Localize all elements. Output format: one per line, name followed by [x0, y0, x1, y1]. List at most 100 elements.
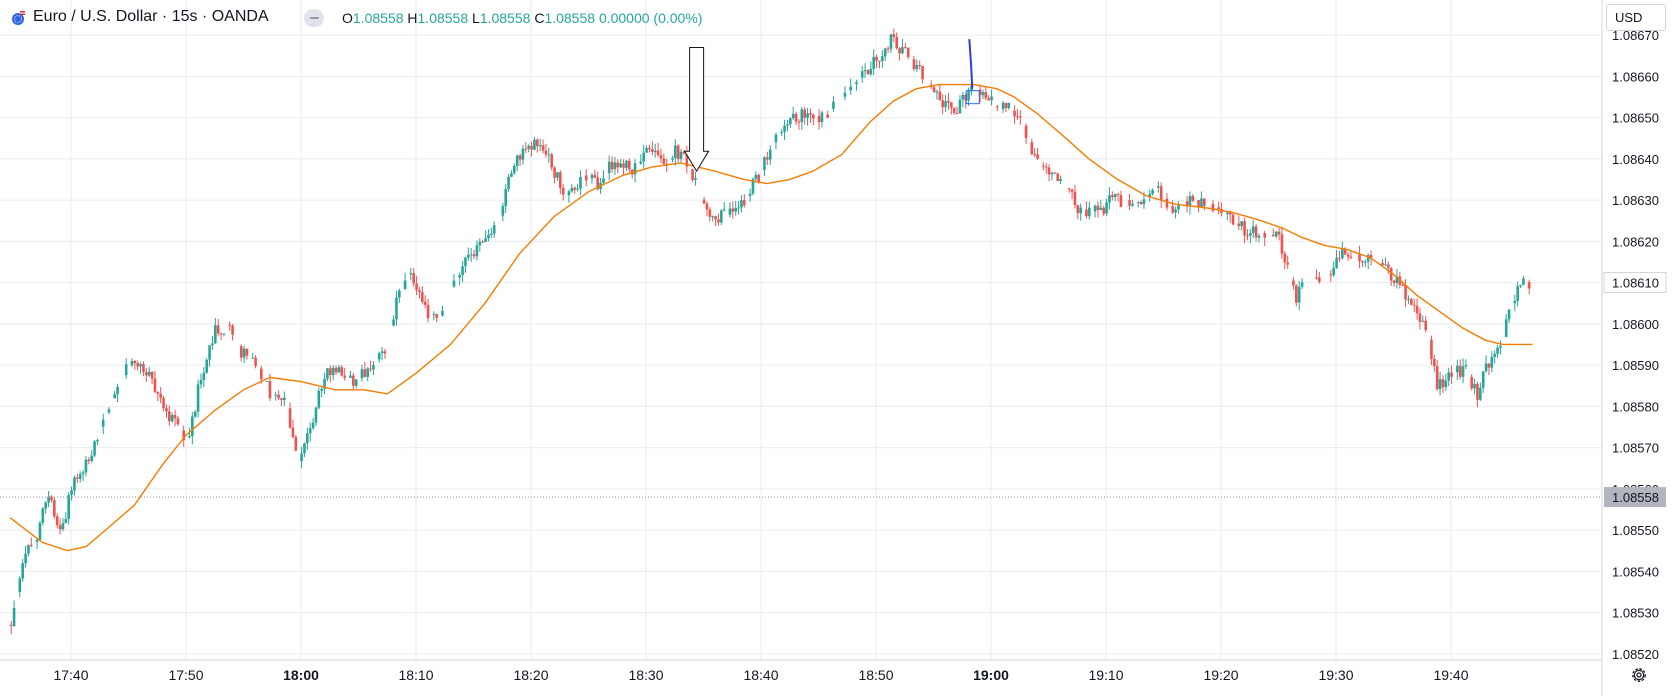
candle-body	[1159, 186, 1163, 201]
candle-body	[1412, 304, 1416, 306]
candle-body	[904, 47, 907, 49]
candle-body	[855, 82, 858, 84]
open-value: 1.08558	[352, 10, 404, 26]
candle-body	[231, 325, 234, 335]
symbol-title[interactable]: Euro / U.S. Dollar · 15s · OANDA	[33, 8, 269, 25]
candle-body	[352, 375, 355, 386]
candle-body	[584, 175, 588, 181]
candle-body	[1200, 198, 1203, 207]
candle-body	[906, 47, 910, 58]
candle-body	[1128, 200, 1131, 206]
candle-body	[219, 333, 223, 335]
candle-body	[12, 607, 16, 627]
candle-body	[1111, 195, 1114, 198]
candle-body	[1254, 226, 1258, 238]
candle-body	[211, 343, 214, 346]
candle-body	[294, 436, 298, 451]
candle-body	[935, 91, 939, 93]
candle-body	[492, 225, 496, 234]
candle-body	[1479, 387, 1482, 400]
candle-body	[303, 443, 306, 454]
candle-body	[1177, 205, 1180, 210]
candle-body	[1217, 207, 1220, 210]
candle-body	[87, 459, 91, 461]
candle-body	[354, 379, 358, 386]
candle-body	[1105, 202, 1108, 214]
candle-body	[1444, 380, 1448, 388]
candle-body	[1099, 207, 1103, 210]
candle-body	[766, 157, 769, 160]
candle-body	[1487, 363, 1491, 368]
candle-body	[277, 394, 280, 399]
candle-body	[1361, 261, 1364, 263]
candle-body	[1197, 200, 1200, 207]
high-value: 1.08558	[417, 10, 469, 26]
candle-body	[656, 150, 660, 156]
candle-body	[1088, 207, 1091, 217]
candle-body	[30, 544, 33, 546]
candle-body	[1226, 212, 1229, 215]
candle-body	[889, 34, 893, 49]
candle-body	[1338, 257, 1341, 259]
candle-body	[343, 375, 346, 378]
candle-body	[274, 394, 277, 396]
candle-body	[659, 155, 663, 159]
candle-body	[73, 477, 76, 491]
candle-body	[607, 161, 611, 174]
candle-body	[1332, 267, 1335, 276]
candle-body	[452, 280, 456, 287]
candle-body	[674, 145, 677, 159]
candle-body	[1435, 366, 1439, 390]
candle-body	[306, 433, 309, 444]
gear-icon[interactable]	[1630, 666, 1648, 684]
candle-body	[593, 175, 597, 178]
candle-body	[556, 172, 559, 178]
candle-body	[938, 91, 942, 101]
currency-button[interactable]: USD	[1606, 4, 1666, 31]
time-tick-label: 19:30	[1318, 667, 1353, 683]
time-tick-label: 19:20	[1203, 667, 1238, 683]
candle-body	[651, 149, 654, 152]
candle-body	[800, 109, 804, 123]
candle-body	[944, 100, 947, 108]
candle-body	[521, 148, 525, 160]
candle-body	[530, 145, 533, 150]
candle-body	[559, 172, 562, 189]
candle-body	[360, 369, 364, 379]
candle-body	[513, 165, 516, 174]
candle-body	[24, 553, 27, 564]
candle-body	[731, 208, 735, 212]
candle-body	[84, 459, 88, 473]
candle-body	[317, 390, 321, 408]
candle-body	[1496, 347, 1499, 354]
candle-body	[754, 174, 758, 179]
candle-body	[1007, 102, 1011, 108]
price-tick-label: 1.08520	[1612, 647, 1659, 662]
candle-body	[1246, 235, 1249, 237]
candle-body	[1315, 277, 1318, 279]
candle-body	[1148, 193, 1151, 198]
candle-body	[964, 94, 967, 101]
candle-body	[1024, 125, 1028, 139]
candle-body	[1404, 284, 1407, 300]
time-tick-label: 19:10	[1088, 667, 1123, 683]
candle-body	[1341, 249, 1344, 259]
candle-body	[774, 134, 778, 143]
candle-body	[1188, 196, 1192, 207]
candle-body	[1151, 190, 1154, 194]
candle-body	[214, 325, 217, 344]
candle-body	[1447, 372, 1450, 381]
candle-body	[653, 150, 657, 152]
collapse-legend-button[interactable]	[304, 9, 324, 27]
candle-body	[639, 161, 643, 164]
candle-body	[1522, 278, 1525, 285]
candle-body	[694, 178, 697, 180]
candle-body	[1013, 110, 1016, 117]
candle-body	[1461, 366, 1465, 377]
candle-body	[311, 422, 315, 429]
candlestick-series	[9, 28, 1531, 635]
candle-body	[1519, 284, 1522, 287]
candle-body	[806, 113, 809, 118]
candle-body	[892, 34, 896, 37]
